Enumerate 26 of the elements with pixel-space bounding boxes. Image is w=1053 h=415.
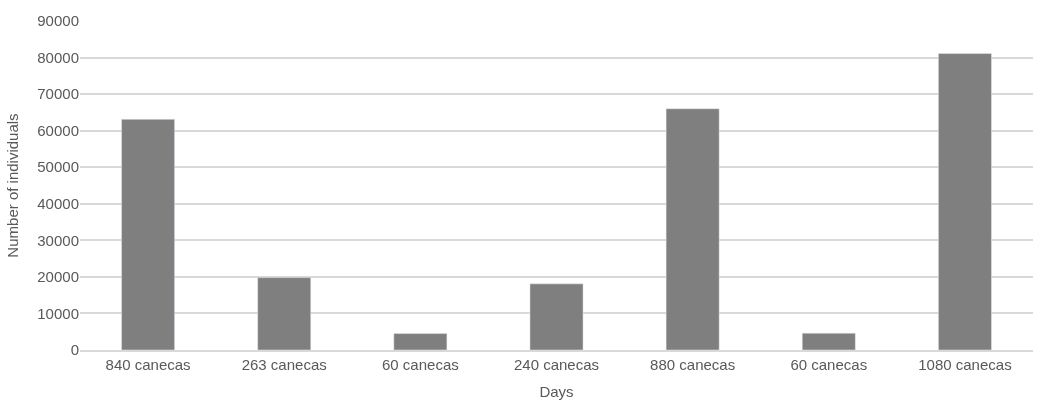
x-tick-label: 840 canecas	[105, 355, 191, 373]
y-tick-label: 90000	[37, 12, 79, 30]
x-tick-label: 880 canecas	[650, 355, 736, 373]
bar	[665, 108, 720, 350]
y-tick-label: 10000	[37, 304, 79, 322]
bar	[121, 119, 175, 350]
y-tick-label: 50000	[37, 158, 79, 176]
y-axis-title: Number of individuals	[3, 113, 21, 258]
y-tick-label: 30000	[37, 231, 79, 249]
y-tick-label: 20000	[37, 268, 79, 286]
x-tick-label: 1080 canecas	[918, 355, 1012, 373]
bar	[529, 283, 584, 350]
y-tick-label: 40000	[37, 195, 79, 213]
x-tick-label: 240 canecas	[513, 355, 600, 373]
bar	[257, 277, 312, 350]
bar	[393, 333, 448, 350]
y-tick-label: 0	[70, 341, 79, 359]
bar	[938, 53, 992, 350]
y-tick-label: 70000	[37, 85, 79, 103]
x-tick-label: 60 canecas	[381, 355, 459, 373]
x-axis-title: Days	[539, 383, 574, 401]
bar	[801, 332, 856, 350]
y-tick-label: 60000	[37, 121, 79, 139]
x-tick-label: 60 canecas	[790, 355, 868, 373]
y-tick-label: 80000	[37, 48, 79, 66]
x-tick-label: 263 canecas	[241, 355, 327, 373]
